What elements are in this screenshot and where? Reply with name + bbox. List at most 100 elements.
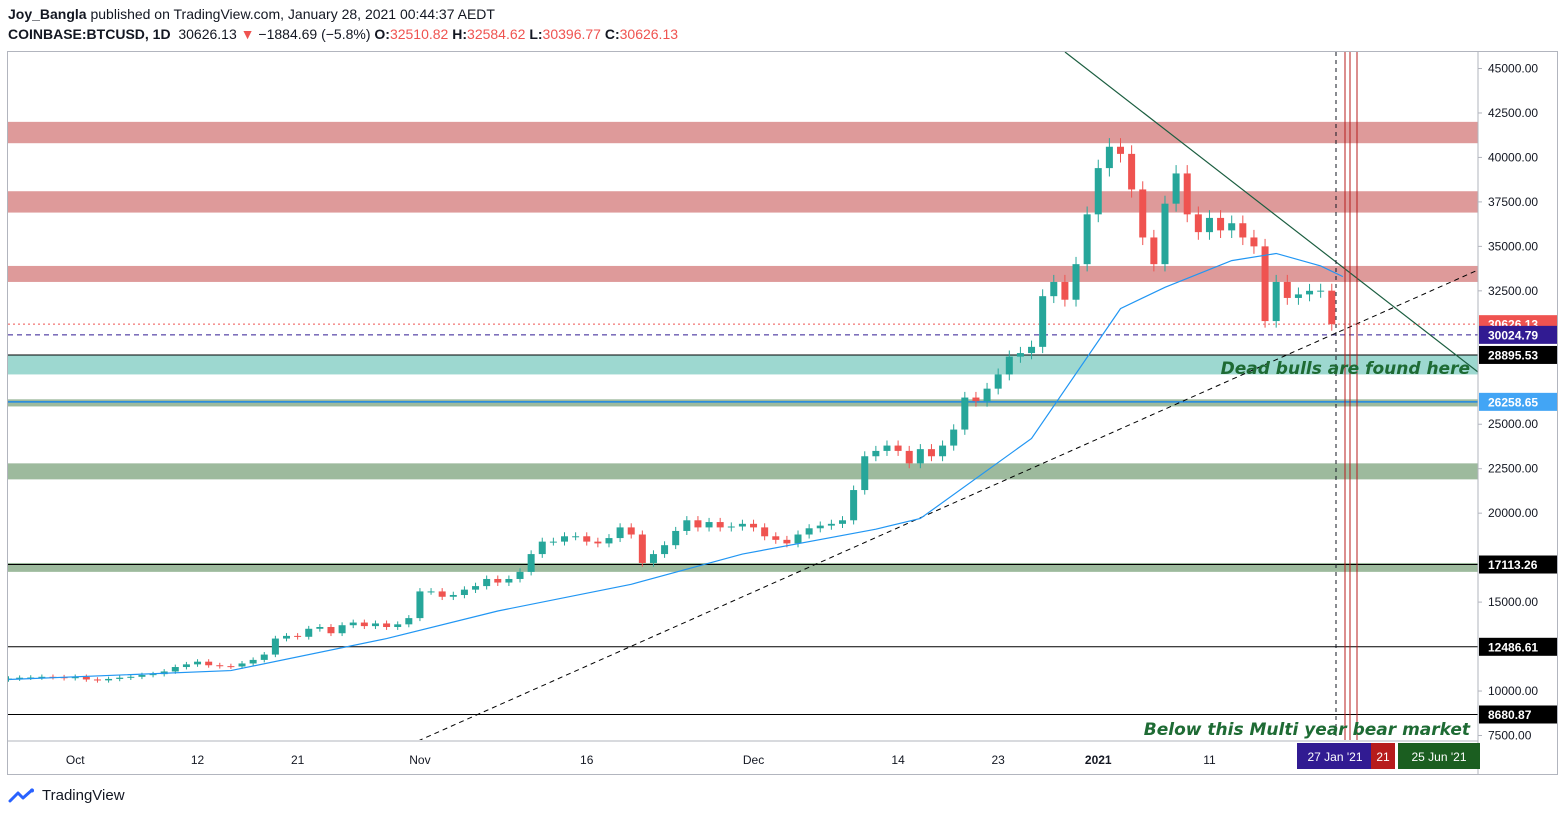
candle-body (872, 450, 880, 457)
x-tick-label: 2021 (1085, 753, 1112, 767)
candle-body (983, 388, 991, 402)
x-tick-label: 11 (1203, 753, 1216, 767)
candle-body (883, 445, 891, 451)
candle-body (460, 589, 468, 595)
candle-body (483, 578, 491, 587)
candle-body (16, 677, 24, 679)
candle-body (283, 635, 290, 639)
date-label: 27 Jan '21 (1307, 750, 1362, 764)
candle-body (260, 654, 268, 660)
high-value: 32584.62 (467, 26, 526, 42)
candle-body (316, 627, 324, 629)
candle-body (594, 541, 602, 544)
candle-body (1306, 290, 1314, 295)
candle-body (138, 675, 146, 677)
candle-body (783, 539, 791, 544)
chart-header-line1: Joy_Bangla published on TradingView.com,… (8, 6, 495, 22)
level-tag-bg (1479, 392, 1557, 411)
open-label: O: (374, 26, 390, 42)
tradingview-brand[interactable]: TradingView (42, 787, 125, 804)
date-label: 21 (1376, 750, 1390, 764)
x-tick-label: Nov (409, 753, 430, 767)
candle-body (839, 520, 846, 524)
candle-body (1217, 217, 1225, 231)
candle-body (561, 536, 568, 542)
date-label-bg (1398, 743, 1480, 769)
candle-body (694, 520, 702, 528)
candle-body (271, 638, 279, 655)
candle-body (905, 450, 913, 464)
candle-body (127, 676, 135, 678)
level-tag: 28895.53 (1488, 348, 1538, 362)
candle-body (1250, 237, 1258, 247)
candle-body (1061, 281, 1069, 300)
candle-body (505, 578, 513, 583)
candle-body (850, 490, 858, 521)
date-label: 25 Jun '21 (1411, 750, 1466, 764)
candle-body (171, 667, 179, 672)
candle-body (1183, 173, 1191, 215)
candle-body (805, 528, 813, 535)
candle-body (816, 525, 824, 529)
candle-body (1128, 153, 1136, 190)
candle-body (227, 666, 235, 668)
x-tick-label: 12 (191, 753, 205, 767)
y-tick-label: 40000.00 (1488, 150, 1538, 164)
candle-body (405, 618, 413, 625)
candle-body (116, 677, 124, 679)
candle-body (1083, 214, 1091, 265)
y-tick-label: 35000.00 (1488, 239, 1538, 253)
candle-body (438, 591, 446, 597)
candle-body (672, 530, 680, 546)
candle-body (238, 663, 246, 667)
candle-body (349, 622, 357, 626)
candle-body (1194, 214, 1202, 233)
candle-body (149, 674, 157, 676)
symbol-label[interactable]: COINBASE:BTCUSD, 1D (8, 26, 171, 42)
candle-body (572, 536, 580, 538)
candle-body (394, 624, 402, 628)
candle-body (972, 397, 980, 402)
candle-body (649, 554, 657, 563)
candle-body (1139, 189, 1147, 238)
author-name[interactable]: Joy_Bangla (8, 6, 87, 22)
candle-body (472, 586, 480, 590)
candle-body (327, 627, 335, 634)
candle-body (105, 678, 113, 681)
candle-body (738, 523, 746, 527)
candle-body (38, 676, 46, 678)
level-tag: 17113.26 (1488, 558, 1538, 572)
candle-body (1039, 296, 1047, 347)
x-axis: Oct1221Nov16Dec142320211120 (66, 753, 1317, 767)
candle-body (338, 625, 346, 634)
candle-body (1294, 294, 1302, 298)
price-zone-support_green (8, 399, 1478, 407)
date-label-bg (1297, 743, 1373, 769)
annotation-dead-bulls: Dead bulls are found here (1221, 359, 1470, 379)
candle-body (71, 676, 79, 679)
candle-body (916, 449, 924, 464)
candle-body (683, 520, 691, 531)
level-tag: 8680.87 (1488, 708, 1532, 722)
y-tick-label: 25000.00 (1488, 417, 1538, 431)
candle-body (1005, 356, 1013, 375)
descending-trendline (1064, 52, 1478, 373)
level-tag: 30024.79 (1488, 328, 1538, 342)
candle-body (1239, 223, 1247, 238)
close-value: 30626.13 (619, 26, 679, 42)
y-tick-label: 20000.00 (1488, 506, 1538, 520)
candle-body (1072, 264, 1080, 300)
candle-body (1172, 173, 1180, 204)
price-zone-support_green (8, 463, 1478, 480)
candle-body (1117, 146, 1124, 154)
candle-body (427, 591, 435, 593)
candle-body (716, 522, 724, 528)
open-value: 32510.82 (389, 26, 449, 42)
close-label: C: (604, 26, 620, 42)
level-tag-bg (1479, 705, 1557, 724)
candle-body (249, 659, 257, 664)
candle-body (527, 554, 535, 572)
price-zone-support_teal (8, 354, 1478, 375)
y-tick-label: 15000.00 (1488, 595, 1538, 609)
